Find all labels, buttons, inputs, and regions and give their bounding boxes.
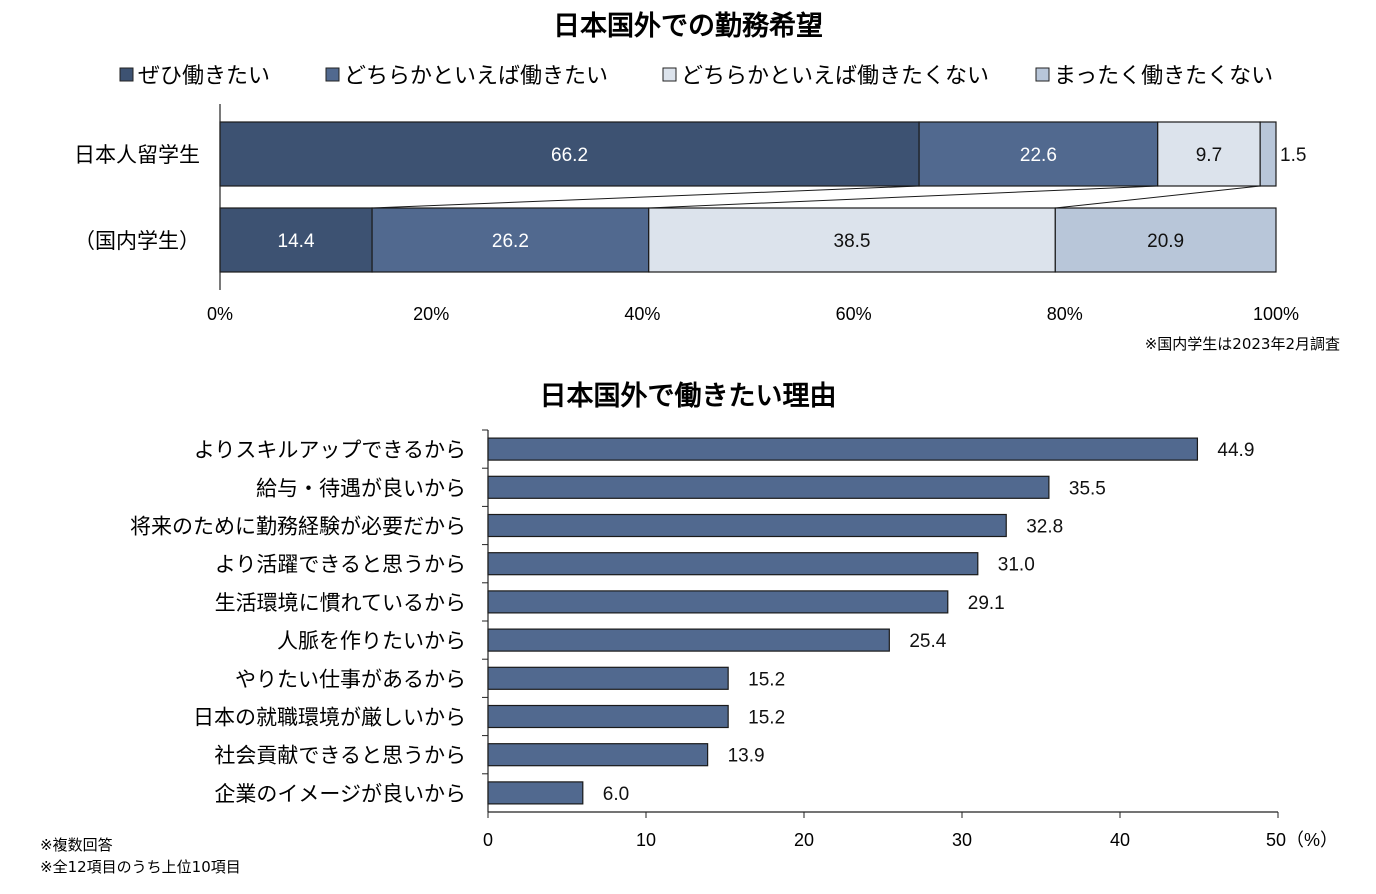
chart2-note-top-10: ※全12項目のうち上位10項目 xyxy=(40,858,241,876)
data-label: 1.5 xyxy=(1280,145,1306,166)
bar xyxy=(487,666,729,690)
category-label: やりたい仕事があるから xyxy=(235,667,466,691)
legend-swatch xyxy=(325,67,340,82)
data-label: 29.1 xyxy=(968,593,1005,614)
legend-item: どちらかといえば働きたくない xyxy=(662,64,989,89)
bar xyxy=(487,781,584,805)
data-label: 26.2 xyxy=(492,231,529,252)
bar-segment xyxy=(219,121,920,187)
category-label: 将来のために勤務経験が必要だから xyxy=(130,515,466,539)
bar xyxy=(487,513,1007,538)
bar-segment xyxy=(1259,121,1277,187)
category-label: 生活環境に慣れているから xyxy=(215,591,466,615)
data-label: 15.2 xyxy=(748,708,785,729)
bar xyxy=(487,628,890,652)
bar-segment xyxy=(219,207,373,273)
chart2-x-axis: 0 10 20 30 40 50（%） xyxy=(482,429,1338,850)
legend-swatch xyxy=(662,67,677,82)
data-label: 25.4 xyxy=(909,631,946,652)
connector-line xyxy=(1055,185,1261,209)
x-tick-label: 40 xyxy=(1110,830,1130,850)
legend-label: ぜひ働きたい xyxy=(138,64,270,89)
data-label: 32.8 xyxy=(1026,517,1063,538)
data-label: 13.9 xyxy=(728,746,765,767)
category-label: 日本人留学生 xyxy=(74,143,200,167)
x-tick-label: 30 xyxy=(952,830,972,850)
bar xyxy=(487,590,949,614)
x-tick-label: 80% xyxy=(1047,304,1083,324)
bar-segment xyxy=(1157,121,1261,187)
x-tick-label: 60% xyxy=(836,304,872,324)
legend-label: まったく働きたくない xyxy=(1054,64,1273,89)
category-label: 給与・待遇が良いから xyxy=(256,476,466,500)
x-tick-label: 100% xyxy=(1253,304,1299,324)
data-label: 44.9 xyxy=(1217,440,1254,461)
chart2-bars: 44.9 35.5 32.8 31.0 29.1 25.4 15.2 15.2 13.9 6.0 xyxy=(487,437,1254,805)
legend-item: まったく働きたくない xyxy=(1035,64,1273,89)
x-tick-label: 0 xyxy=(483,830,493,850)
x-tick-label: 0% xyxy=(207,304,233,324)
data-label: 31.0 xyxy=(998,555,1035,576)
bar-segment xyxy=(918,121,1159,187)
chart1-category-labels: 日本人留学生 （国内学生） xyxy=(74,143,200,253)
bar-segment xyxy=(371,207,650,273)
chart2-note-multiple-answers: ※複数回答 xyxy=(40,836,113,854)
data-label: 9.7 xyxy=(1196,145,1222,166)
connector-line xyxy=(372,185,920,209)
category-label: よりスキルアップできるから xyxy=(194,438,466,462)
legend-swatch xyxy=(119,67,134,82)
legend-item: ぜひ働きたい xyxy=(119,64,270,89)
x-tick-label: 40% xyxy=(624,304,660,324)
category-label: （国内学生） xyxy=(74,229,200,253)
category-label: 日本の就職環境が厳しいから xyxy=(193,706,466,730)
bar xyxy=(487,437,1199,461)
x-tick-label: 10 xyxy=(636,830,656,850)
bar-segment xyxy=(648,207,1056,273)
data-label: 15.2 xyxy=(748,669,785,690)
x-tick-label: 20% xyxy=(413,304,449,324)
x-tick-label: 50（%） xyxy=(1266,830,1338,850)
category-label: 社会貢献できると思うから xyxy=(214,744,466,768)
data-label: 6.0 xyxy=(603,784,629,805)
category-label: 人脈を作りたいから xyxy=(277,629,466,653)
category-label: 企業のイメージが良いから xyxy=(214,782,466,806)
connector-line xyxy=(648,185,1158,209)
chart1-x-axis: 0% 20% 40% 60% 80% 100% xyxy=(207,104,1299,324)
chart1-legend: ぜひ働きたい どちらかといえば働きたい どちらかといえば働きたくない まったく働きたく… xyxy=(119,64,1273,89)
bar xyxy=(487,475,1050,499)
x-tick-label: 20 xyxy=(794,830,814,850)
legend-label: どちらかといえば働きたい xyxy=(344,64,608,89)
chart1-bars: 66.2 22.6 9.7 1.5 14.4 26.2 38.5 20.9 xyxy=(219,121,1306,273)
legend-label: どちらかといえば働きたくない xyxy=(681,64,989,89)
bar xyxy=(487,552,979,576)
data-label: 22.6 xyxy=(1020,145,1057,166)
data-label: 20.9 xyxy=(1147,231,1184,252)
category-label: より活躍できると思うから xyxy=(215,553,466,577)
legend-swatch xyxy=(1035,67,1050,82)
data-label: 38.5 xyxy=(834,231,871,252)
bar-segment xyxy=(1054,207,1277,273)
bar xyxy=(487,704,729,729)
data-label: 66.2 xyxy=(551,145,588,166)
legend-item: どちらかといえば働きたい xyxy=(325,64,608,89)
data-label: 35.5 xyxy=(1069,478,1106,499)
chart2-title: 日本国外で働きたい理由 xyxy=(540,381,837,412)
chart2-category-labels: よりスキルアップできるから給与・待遇が良いから将来のために勤務経験が必要だからよ… xyxy=(130,438,466,806)
bar xyxy=(487,743,709,767)
chart1-title: 日本国外での勤務希望 xyxy=(553,11,823,42)
chart1-note: ※国内学生は2023年2月調査 xyxy=(1145,335,1340,353)
data-label: 14.4 xyxy=(278,231,315,252)
